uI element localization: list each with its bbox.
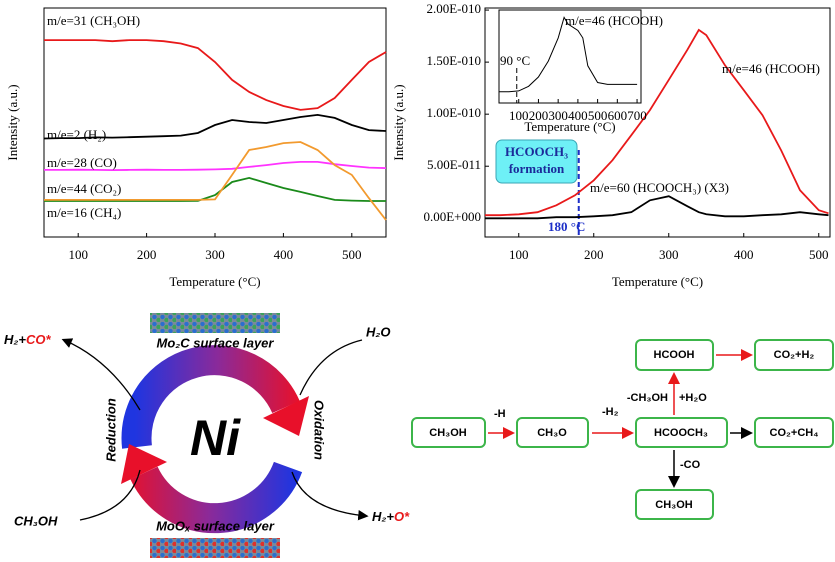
x-axis-label: Temperature (°C): [612, 274, 703, 289]
y-tick-label: 0.00E+000: [423, 209, 481, 224]
layer-label: MoOₓ surface layer: [156, 518, 275, 533]
node-label: CO₂+H₂: [774, 349, 815, 361]
data-line: [44, 141, 387, 221]
x-tick-label: 300: [548, 108, 568, 123]
node-label: CH₃OH: [429, 427, 467, 439]
x-tick-label: 100: [509, 108, 529, 123]
data-line: [499, 16, 638, 93]
flow-line: [299, 339, 363, 396]
formula: H₂+: [372, 509, 394, 524]
node-label: CO₂+CH₄: [770, 427, 819, 439]
callout-text: HCOOCH₃: [505, 144, 568, 159]
x-tick-label: 500: [342, 247, 362, 262]
layer-label: Mo₂C surface layer: [157, 335, 275, 350]
annotation-label: 180 °C: [548, 219, 585, 234]
annotation-label: 90 °C: [500, 53, 530, 68]
x-tick-label: 300: [659, 247, 679, 262]
series-label: m/e=31 (CH₃OH): [47, 13, 140, 28]
x-tick-label: 600: [608, 108, 628, 123]
y-tick-label: 2.00E-010: [426, 1, 481, 16]
product-label: H₂+O*: [372, 509, 410, 524]
callout-box: [495, 139, 578, 184]
edge-label: -H₂: [602, 406, 619, 418]
data-line: [44, 39, 387, 111]
surface-layer: [150, 538, 280, 558]
data-line: [44, 176, 386, 202]
node-label: CH₃O: [537, 427, 567, 439]
flow-arrow: [291, 471, 369, 521]
plot-frame: [43, 7, 387, 238]
step-label: Reduction: [103, 398, 118, 462]
data-line: [44, 161, 387, 172]
data-line: [43, 113, 387, 140]
edge-label: -H: [494, 408, 506, 420]
reactant-label: CH₃OH: [14, 513, 58, 528]
x-tick-label: 700: [627, 108, 647, 123]
data-line: [485, 28, 829, 217]
edge-label: +H₂O: [679, 392, 707, 404]
x-tick-label: 100: [509, 247, 529, 262]
y-tick-label: 5.00E-011: [427, 157, 481, 172]
node-box: [754, 339, 834, 371]
x-tick-label: 300: [205, 247, 225, 262]
x-axis-label: Temperature (°C): [169, 274, 260, 289]
node-box: [635, 417, 728, 448]
surface-layer: [150, 313, 280, 333]
cycle-diagram: H₂+CO* Mo₂C surface layer H₂O Reduction …: [4, 313, 410, 558]
node-box: [411, 417, 486, 448]
y-axis-label: Intensity (a.u.): [5, 84, 20, 160]
x-tick-label: 500: [588, 108, 608, 123]
edge-label: -CH₃OH: [627, 392, 668, 404]
x-tick-label: 100: [68, 247, 88, 262]
x-tick-label: 200: [137, 247, 157, 262]
series-label: m/e=2 (H₂): [47, 127, 106, 142]
arrow-head: [121, 444, 167, 484]
step-label: Oxidation: [312, 400, 327, 460]
node-box: [754, 417, 834, 448]
center-label: Ni: [190, 410, 241, 466]
flow-arrow: [61, 338, 141, 411]
formula: CO*: [26, 332, 52, 347]
series-label: m/e=16 (CH₄): [47, 205, 121, 220]
node-label: CH₃OH: [655, 499, 693, 511]
callout-text: formation: [509, 161, 565, 176]
series-label: m/e=46 (HCOOH): [722, 61, 820, 76]
reaction-scheme: CH₃OH CH₃O HCOOCH₃ HCOOH CO₂+H₂ CO₂+CH₄ …: [411, 339, 834, 520]
formula: O*: [394, 509, 410, 524]
x-tick-label: 400: [568, 108, 588, 123]
y-tick-label: 1.50E-010: [426, 53, 481, 68]
reactant-label: H₂O: [366, 324, 390, 339]
series-label: m/e=60 (HCOOCH₃) (X3): [590, 180, 729, 195]
formula: H₂+: [4, 332, 26, 347]
series-label: m/e=28 (CO): [47, 155, 117, 170]
flow-line: [79, 469, 141, 521]
edge-label: -CO: [680, 459, 701, 471]
node-label: HCOOH: [654, 349, 695, 361]
node-box: [516, 417, 589, 448]
y-tick-label: 1.00E-010: [426, 105, 481, 120]
x-tick-label: 200: [584, 247, 604, 262]
x-axis-label: Temperature (°C): [524, 119, 615, 134]
x-tick-label: 400: [274, 247, 294, 262]
cycle-arrow: [121, 345, 300, 449]
arrow-head: [263, 396, 309, 436]
node-box: [635, 489, 714, 520]
x-tick-label: 200: [529, 108, 549, 123]
x-tick-label: 500: [809, 247, 829, 262]
product-label: H₂+CO*: [4, 332, 51, 347]
series-label: m/e=46 (HCOOH): [565, 13, 663, 28]
data-line: [485, 195, 829, 220]
y-axis-label: Intensity (a.u.): [391, 84, 406, 160]
x-tick-label: 400: [734, 247, 754, 262]
cycle-arrow: [130, 461, 303, 534]
node-box: [635, 339, 714, 371]
series-label: m/e=44 (CO₂): [47, 181, 121, 196]
node-label: HCOOCH₃: [654, 427, 708, 439]
